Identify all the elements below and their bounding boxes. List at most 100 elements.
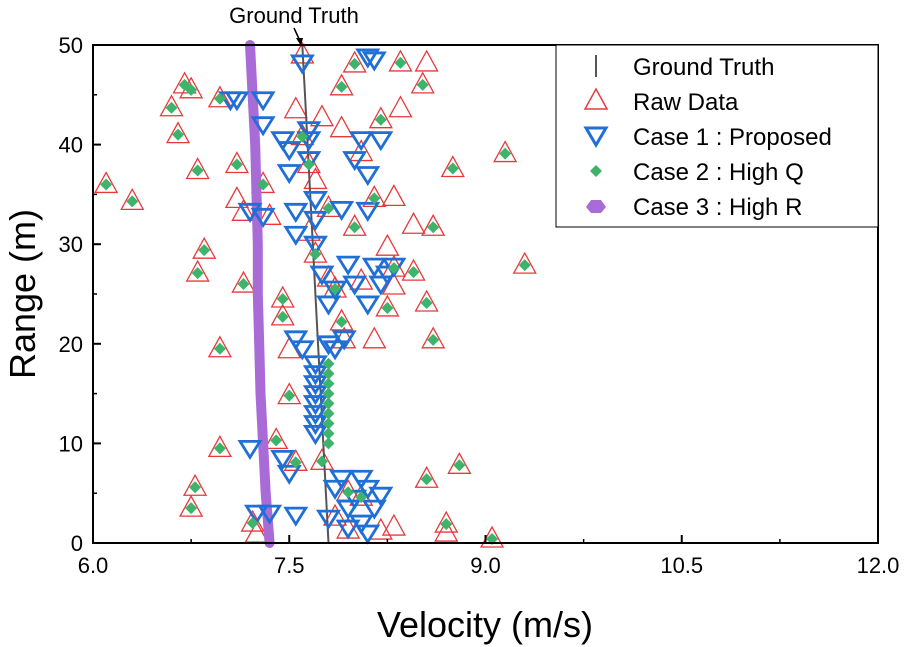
case2-point [322, 407, 335, 420]
raw-data-point [388, 95, 413, 118]
raw-data-point [207, 85, 233, 108]
y-tick-label: 30 [59, 232, 83, 257]
raw-data-point [388, 49, 413, 72]
case1-point [329, 469, 355, 490]
case1-point [302, 355, 328, 376]
case1-point [270, 449, 296, 470]
case1-point [315, 295, 342, 316]
raw-data-point [303, 240, 328, 263]
axes: 6.0 7.5 9.0 10.5 12.0 0 10 20 30 40 50 [59, 33, 900, 578]
case2-point [246, 517, 259, 530]
case2-point [420, 296, 433, 309]
legend-raw-data-swatch [583, 87, 609, 110]
annotation-arrowhead [296, 38, 303, 46]
case2-point [165, 101, 178, 114]
case2-point [440, 518, 453, 531]
raw-data-point [375, 294, 400, 317]
raw-data-point [434, 519, 459, 542]
case2-point [185, 83, 198, 96]
case2-point [322, 202, 335, 215]
y-tick-label: 10 [59, 431, 83, 456]
case2-point [322, 387, 335, 400]
case2-point [427, 221, 440, 234]
raw-data-point [401, 258, 426, 281]
case1-point [283, 225, 309, 246]
raw-data-point [493, 140, 518, 163]
case1-point [368, 131, 394, 152]
case2-point [189, 481, 202, 494]
raw-data-point [224, 151, 250, 174]
case1-point [335, 519, 361, 540]
case2-point [329, 283, 342, 296]
legend-item-ground-truth: Ground Truth [595, 54, 774, 81]
legend-case2-swatch [590, 165, 602, 177]
case2-point [335, 80, 348, 93]
raw-data-point [283, 96, 308, 119]
annotation-label: Ground Truth [229, 3, 359, 28]
raw-data-point [421, 326, 446, 349]
case2-point [420, 473, 433, 486]
case1-point [270, 131, 296, 152]
case1-point [361, 499, 387, 520]
case1-point [322, 340, 348, 361]
case1-point [368, 275, 394, 296]
case2-point [322, 427, 335, 440]
legend-box [555, 44, 879, 228]
raw-data-point [270, 303, 295, 326]
raw-data-point [414, 465, 439, 488]
case1-point [296, 121, 322, 142]
case1-point [250, 116, 276, 137]
case1-point [335, 255, 361, 276]
case2-point [289, 456, 302, 469]
raw-data-point [185, 157, 210, 180]
legend-case3-label: Case 3 : High R [633, 194, 802, 221]
case2-point [185, 502, 198, 515]
case2-point [276, 310, 289, 323]
case1-point [250, 207, 276, 228]
raw-data-point [479, 525, 505, 548]
case1-point [342, 151, 368, 172]
case1-point [302, 235, 328, 256]
case1-point [355, 524, 381, 545]
case1-point [302, 415, 328, 436]
raw-data-point [440, 155, 465, 178]
y-tick-label: 20 [59, 332, 83, 357]
case1-point [355, 48, 381, 69]
raw-data-point [375, 233, 400, 256]
case1-point [276, 164, 302, 185]
case1-point [283, 506, 309, 527]
raw-data-point [159, 94, 184, 117]
legend-item-case1: Case 1 : Proposed [583, 124, 832, 151]
data-layer [93, 40, 537, 548]
raw-data-point [257, 202, 282, 225]
case1-point [342, 275, 368, 296]
case2-point [237, 278, 250, 291]
case2-point [257, 178, 270, 191]
case2-point [518, 259, 531, 272]
case1-point [329, 200, 355, 221]
case3-line [245, 40, 275, 548]
case1-point [315, 335, 342, 356]
case2-point [213, 442, 226, 455]
raw-data-point [277, 382, 302, 405]
raw-data-point [322, 503, 348, 526]
raw-data-point [224, 186, 250, 209]
x-axis-title: Velocity (m/s) [377, 604, 593, 645]
raw-data-point [381, 184, 407, 207]
legend-raw-data-label: Raw Data [633, 89, 739, 116]
case1-point [283, 202, 309, 223]
case2-point [315, 455, 328, 468]
case2-point [283, 389, 296, 402]
case2-point [191, 164, 204, 177]
case2-point [230, 158, 243, 171]
case1-point [302, 190, 328, 212]
legend-item-case2: Case 2 : High Q [590, 159, 804, 186]
case1-point [250, 91, 276, 112]
case1-point [322, 479, 348, 500]
case1-point [348, 469, 374, 490]
case2-point [394, 56, 407, 69]
case1-point [302, 395, 328, 416]
case2-point [100, 178, 113, 191]
raw-data-point [414, 289, 439, 312]
